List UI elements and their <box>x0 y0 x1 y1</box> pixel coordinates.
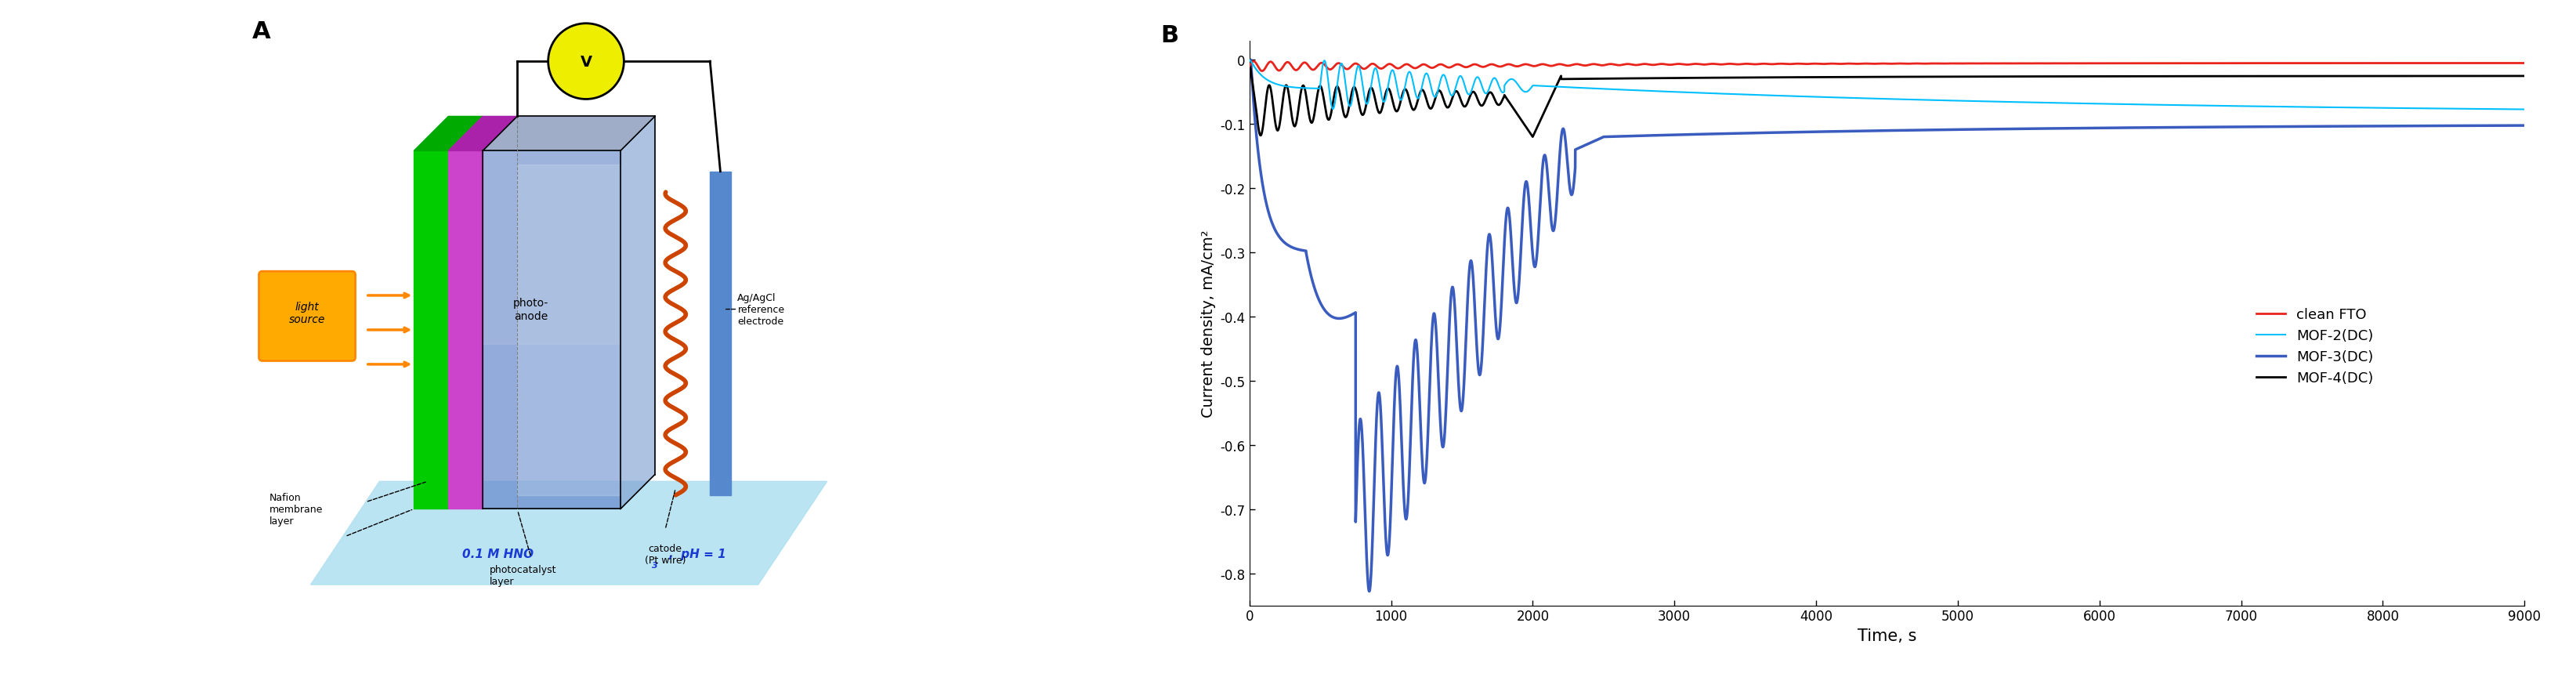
Polygon shape <box>482 117 654 151</box>
Polygon shape <box>448 117 518 151</box>
Polygon shape <box>711 172 732 495</box>
Polygon shape <box>518 165 621 495</box>
Polygon shape <box>312 482 827 585</box>
Text: A: A <box>252 21 270 43</box>
Text: catode
(Pt wire): catode (Pt wire) <box>644 544 685 566</box>
Polygon shape <box>482 151 621 509</box>
Text: B: B <box>1159 24 1177 47</box>
Text: photo-
anode: photo- anode <box>513 298 549 321</box>
Circle shape <box>549 24 623 100</box>
Text: V: V <box>580 54 592 69</box>
Text: 3: 3 <box>652 561 657 569</box>
Text: light
source: light source <box>289 301 325 325</box>
Text: photocatalyst
layer: photocatalyst layer <box>489 564 556 586</box>
Polygon shape <box>448 151 482 509</box>
FancyBboxPatch shape <box>260 272 355 361</box>
Legend: clean FTO, MOF-2(DC), MOF-3(DC), MOF-4(DC): clean FTO, MOF-2(DC), MOF-3(DC), MOF-4(D… <box>2251 302 2378 391</box>
Polygon shape <box>482 151 621 344</box>
Text: ,  pH = 1: , pH = 1 <box>670 548 726 559</box>
Y-axis label: Current density, mA/cm²: Current density, mA/cm² <box>1200 230 1216 417</box>
X-axis label: Time, s: Time, s <box>1857 627 1917 643</box>
Text: Ag/AgCl
reference
electrode: Ag/AgCl reference electrode <box>737 293 786 326</box>
Polygon shape <box>415 151 448 509</box>
Polygon shape <box>621 117 654 509</box>
Polygon shape <box>415 117 482 151</box>
Text: 0.1 M HNO: 0.1 M HNO <box>461 548 533 559</box>
Text: Nafion
membrane
layer: Nafion membrane layer <box>270 493 322 526</box>
